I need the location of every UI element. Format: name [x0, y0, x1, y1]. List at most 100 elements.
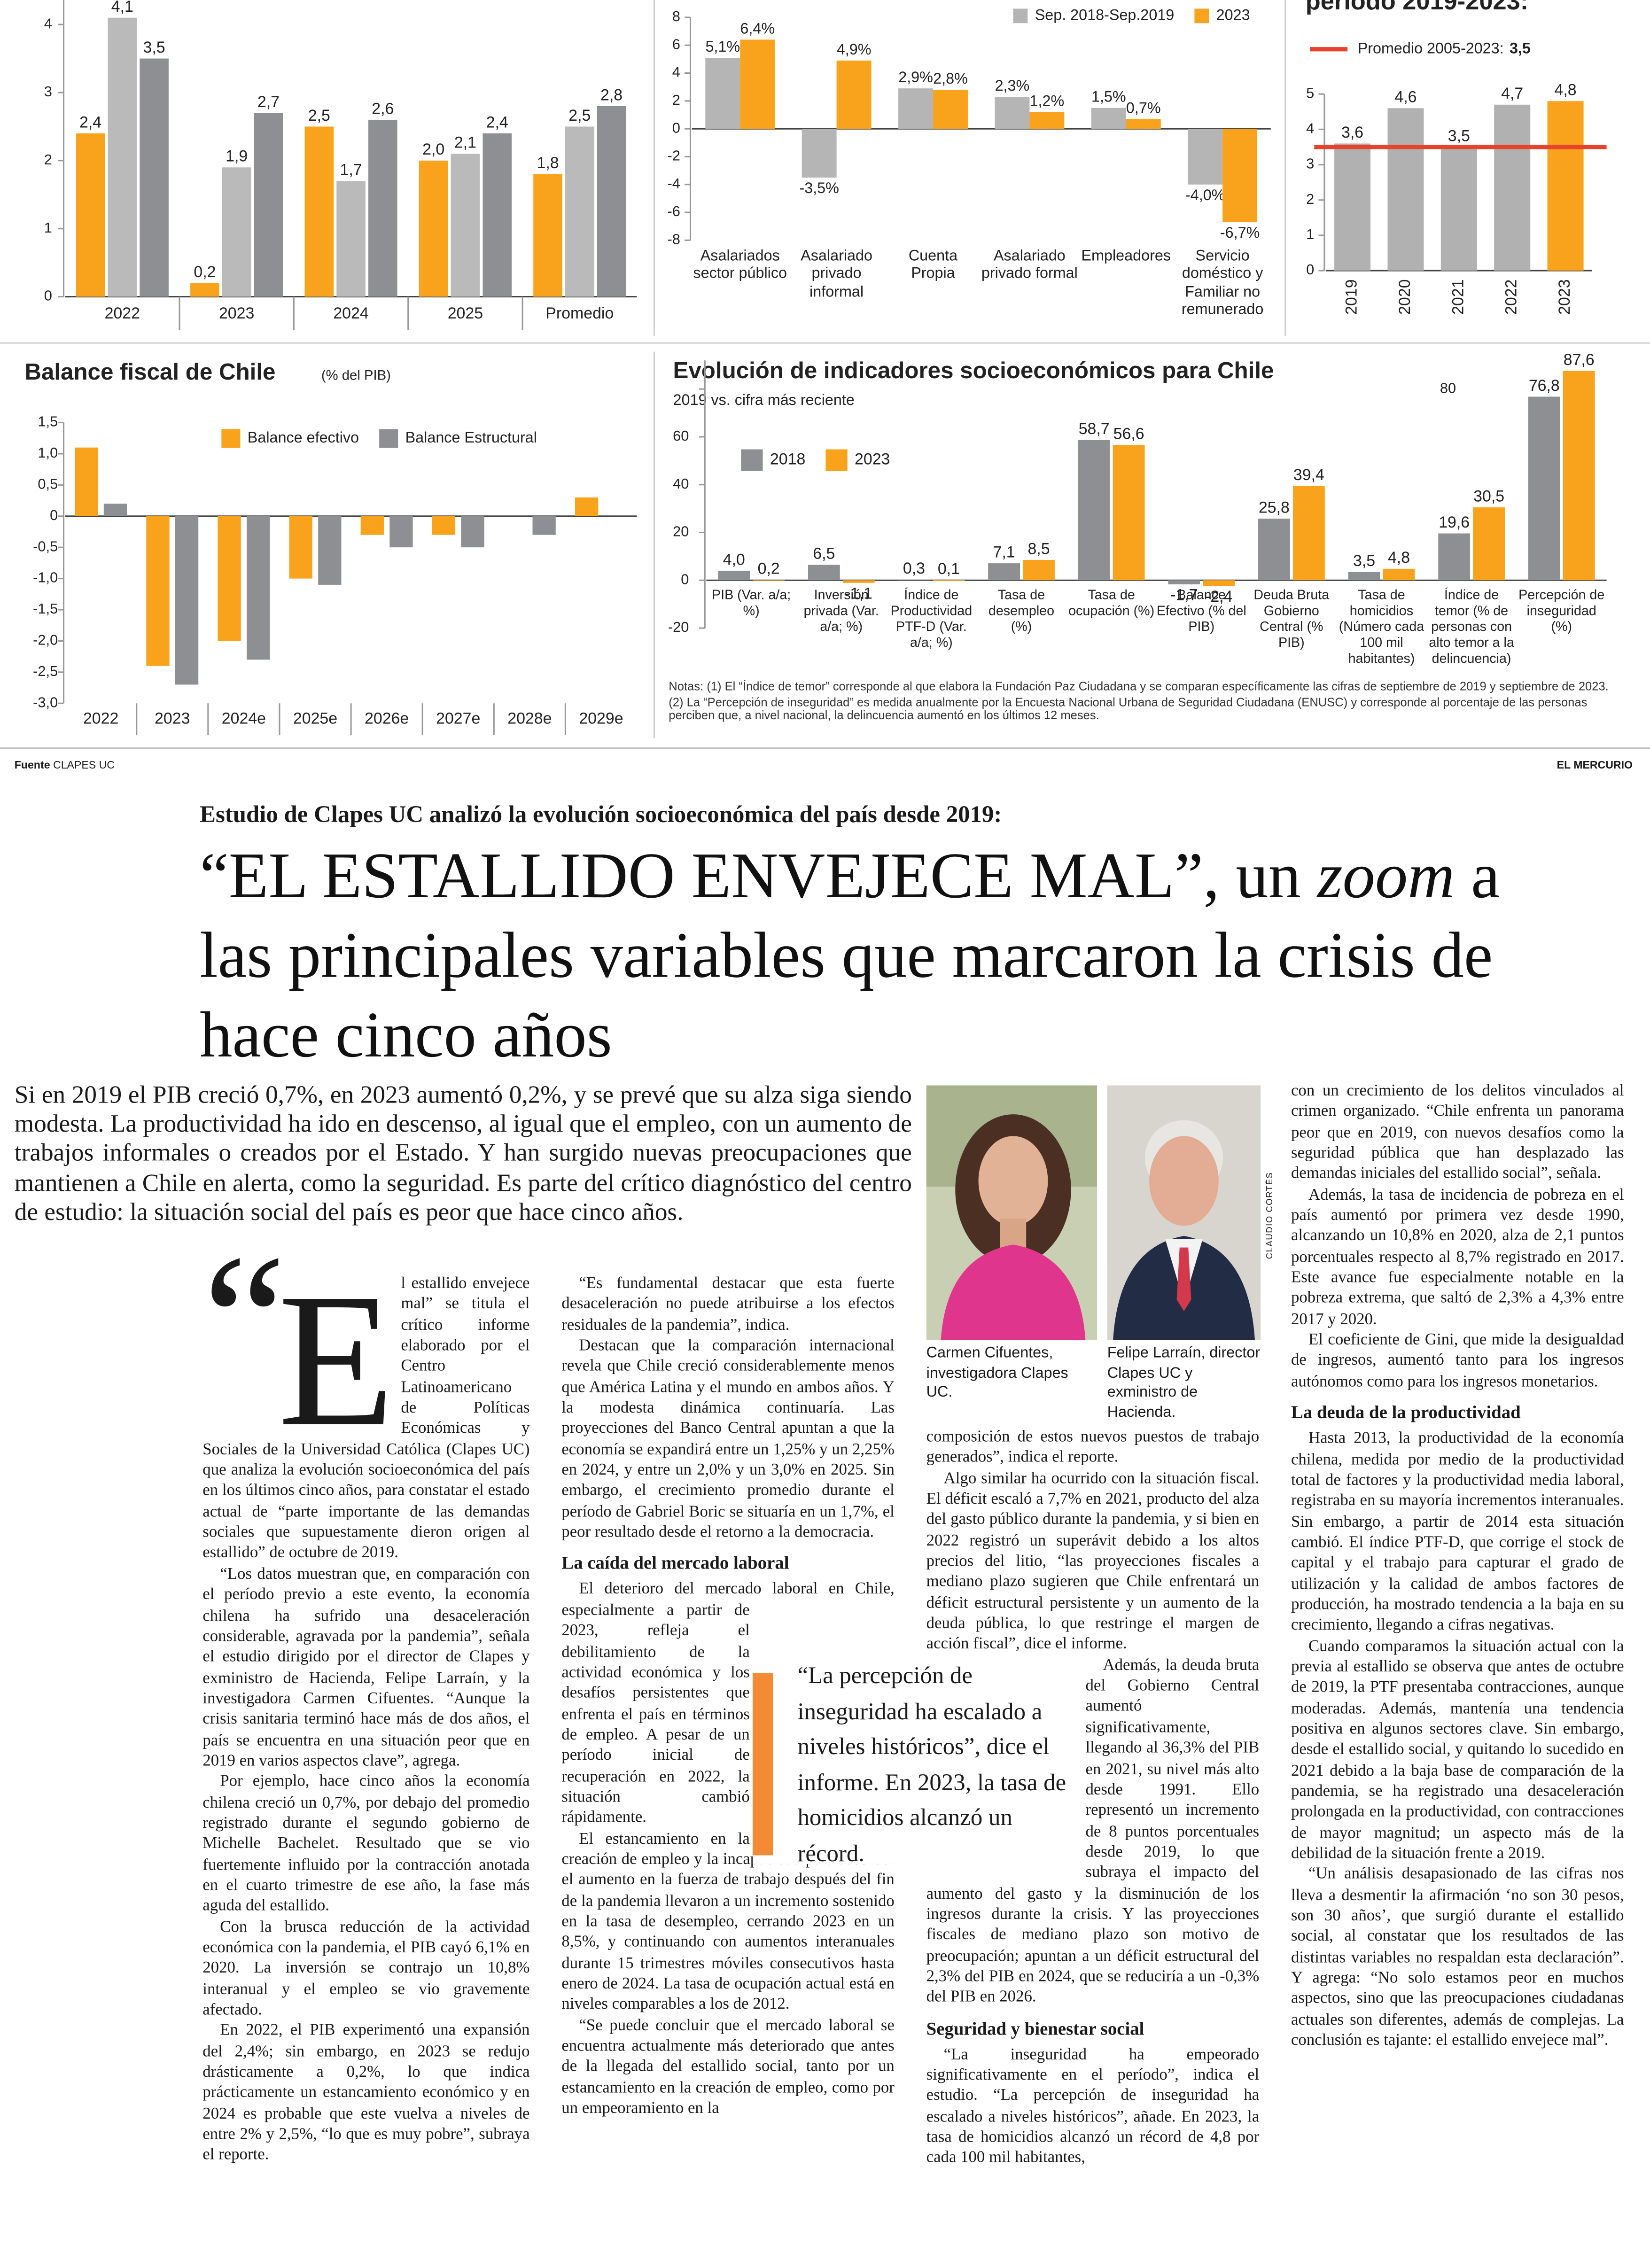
paragraph: “Es fundamental destacar que esta fuerte…: [561, 1275, 895, 1334]
drop-cap-quote: “: [202, 1217, 287, 1426]
bar: [718, 570, 750, 581]
bar: [1494, 104, 1531, 271]
photo: [926, 1085, 1097, 1340]
y-tick-label: 4: [44, 15, 52, 31]
x-tick-label-box: 2023: [155, 710, 190, 728]
bar: [842, 580, 875, 583]
x-tick-label-box: Servicio doméstico y Familiar no remuner…: [1181, 247, 1264, 318]
value-label: 7,1: [993, 544, 1015, 561]
paragraph: con un crecimiento de los delitos vincul…: [1291, 1082, 1624, 1183]
bar: [108, 17, 137, 297]
x-tick-label: 2021: [1449, 280, 1467, 315]
value-label: 4,9%: [837, 41, 872, 58]
y-tick-label: -8: [668, 231, 680, 248]
bar: [1334, 143, 1371, 271]
x-tick-label: Servicio doméstico y Familiar no remuner…: [1181, 247, 1264, 318]
value-label: 4,8: [1555, 81, 1577, 99]
bar: [190, 283, 219, 297]
y-tick-label: 4: [1306, 120, 1314, 137]
value-label: 87,6: [1564, 351, 1595, 369]
value-label: 1,9: [226, 148, 248, 165]
y-tick-label: 1: [44, 219, 52, 236]
bar: [1258, 518, 1290, 581]
value-label: 4,1: [111, 0, 133, 16]
bar: [753, 580, 785, 581]
publication: EL MERCURIO: [1557, 758, 1633, 772]
y-tick-label: -4: [668, 175, 680, 192]
value-label: 6,5: [813, 545, 835, 563]
bar: [304, 126, 334, 297]
value-label: 2,9%: [898, 69, 933, 85]
paragraph: “Los datos muestran que, en comparación …: [202, 1565, 530, 1770]
y-tick-label: 1: [1306, 226, 1314, 242]
bar: [1168, 580, 1200, 584]
y-tick-label: 0: [672, 119, 680, 136]
legend-label: Balance efectivo: [248, 429, 359, 446]
y-tick-label: -3,0: [33, 694, 58, 710]
caption: Felipe Larraín, director Clapes UC y exm…: [1107, 1344, 1261, 1421]
x-tick-label: 2023: [155, 710, 190, 728]
x-tick-label: 2024: [333, 305, 369, 323]
y-tick-label: -1,5: [33, 600, 58, 617]
value-label: -2,4: [1205, 588, 1232, 606]
x-tick-label-box: Percepción de inseguridad (%): [1518, 588, 1604, 634]
bar: [1563, 371, 1595, 581]
bar: [1023, 559, 1055, 581]
value-label: 76,8: [1529, 377, 1560, 395]
y-tick-label: 3: [1306, 155, 1314, 172]
bar: [808, 565, 840, 581]
x-tick-label-box: Asalariado privado informal: [801, 248, 872, 301]
x-tick-label-box: Índice de Productividad PTF-D (Var. a/a;…: [891, 588, 973, 649]
x-tick-label: 2028e: [507, 710, 552, 728]
bar: [1383, 568, 1415, 581]
value-label: 2,0: [422, 140, 444, 158]
bar: [705, 57, 740, 129]
chart-title: Balance fiscal de Chile: [24, 359, 275, 385]
y-tick-label: 1,0: [38, 444, 58, 461]
paragraph: “La inseguridad ha empeorado significati…: [926, 2045, 1260, 2167]
x-tick-label: 2025: [447, 305, 483, 323]
legend-swatch: [825, 449, 848, 471]
x-tick-label: 2022: [104, 305, 140, 323]
chart-note: (2) La “Percepción de inseguridad” es me…: [669, 695, 1588, 723]
x-tick-label: 2026e: [364, 710, 409, 728]
y-tick-label: 0: [1306, 261, 1314, 278]
bar: [419, 160, 448, 297]
x-tick-label: Inversión privada (Var. a/a; %): [803, 587, 879, 634]
bar: [336, 181, 366, 297]
chart-subtitle: 2019 vs. cifra más reciente: [673, 391, 855, 408]
paragraph: “Se puede concluir que el mercado labora…: [561, 2017, 895, 2118]
paragraph: Destacan que la comparación internaciona…: [561, 1337, 895, 1542]
top: [941, 1244, 1086, 1340]
bar: [1440, 147, 1477, 271]
value-label: 4,6: [1394, 88, 1417, 106]
y-tick-label: 5: [1306, 85, 1314, 101]
bar: [532, 516, 556, 535]
x-tick-label: 2029e: [579, 710, 623, 728]
value-label: 56,6: [1113, 425, 1144, 443]
column: con un crecimiento de los delitos vincul…: [1291, 1081, 1624, 2051]
bar: [988, 563, 1020, 581]
legend-swatch: [221, 429, 241, 448]
y-tick-label: 0: [44, 287, 52, 304]
bar: [451, 154, 480, 297]
value-label: 2,7: [257, 93, 280, 111]
y-tick-label: 60: [673, 427, 689, 444]
value-label: 1,5%: [1091, 88, 1126, 105]
column: “ E l estallido envejece mal” se titula …: [202, 1227, 530, 2166]
paragraph: “Un análisis desapasionado de las cifras…: [1291, 1866, 1624, 2050]
x-tick-label: 2024e: [221, 710, 266, 728]
bar: [1547, 101, 1584, 271]
bar: [222, 167, 251, 297]
value-label: 25,8: [1259, 498, 1290, 516]
legend-label: 2018: [770, 450, 805, 468]
bar: [368, 119, 397, 297]
legend-label: 2023: [855, 450, 890, 468]
pull-quote: “La percepción de inseguridad ha escalad…: [752, 1658, 1068, 1866]
bar: [1078, 440, 1110, 581]
headline-part: a las principales variables que marcaron…: [200, 839, 1500, 1071]
subhead: La deuda de la productividad: [1291, 1402, 1521, 1423]
value-label: 30,5: [1473, 487, 1504, 505]
bar: [995, 96, 1030, 129]
